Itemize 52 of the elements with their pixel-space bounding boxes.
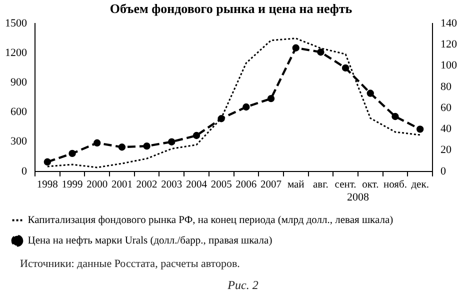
y-tick-label: 0 bbox=[22, 165, 28, 178]
point bbox=[416, 126, 424, 133]
point bbox=[392, 112, 399, 120]
x-tick-label: окт. bbox=[362, 179, 379, 190]
x-tick-label: 2007 bbox=[260, 179, 282, 190]
x-tick-label: 2002 bbox=[136, 179, 158, 190]
point bbox=[267, 94, 275, 102]
point bbox=[366, 90, 374, 97]
y-tick-label: 1500 bbox=[5, 17, 28, 30]
x-tick-label: 2001 bbox=[111, 179, 132, 190]
point bbox=[168, 138, 176, 146]
point bbox=[292, 44, 300, 52]
legend-label: Капитализация фондового рынка РФ, на конец периода (млрд долл., левая шкала) bbox=[28, 215, 394, 226]
point bbox=[192, 132, 200, 140]
x-tick-label: нояб. bbox=[384, 179, 407, 190]
point bbox=[242, 103, 250, 111]
x-tick-label: 1998 bbox=[36, 179, 58, 190]
y2-tick-label: 140 bbox=[440, 17, 458, 30]
point bbox=[94, 139, 101, 146]
y2-tick-label: 100 bbox=[440, 60, 458, 72]
y-tick-label: 1200 bbox=[5, 47, 28, 60]
y2-tick-label: 80 bbox=[440, 80, 452, 93]
y-tick-label: 300 bbox=[10, 136, 28, 148]
x-tick-label: 1999 bbox=[62, 179, 83, 190]
x-tick-label: дек. bbox=[411, 179, 429, 190]
text: Рис. 2 bbox=[226, 278, 260, 293]
y-tick-label: 600 bbox=[10, 106, 28, 118]
point bbox=[143, 142, 150, 150]
y2-tick-label: 40 bbox=[440, 123, 452, 136]
point bbox=[68, 150, 76, 158]
x-tick-label: 2004 bbox=[186, 179, 208, 190]
y2-tick-label: 120 bbox=[440, 38, 458, 51]
point bbox=[218, 115, 225, 122]
y2-tick-label: 20 bbox=[440, 144, 452, 156]
x-tick-label: 2005 bbox=[210, 179, 232, 190]
point bbox=[44, 158, 52, 166]
x-tick-label: 2006 bbox=[236, 179, 257, 190]
text: 2008 bbox=[346, 191, 370, 204]
point bbox=[317, 48, 324, 56]
chart-title: Объем фондового рынка и цена на нефть bbox=[110, 1, 352, 16]
y-tick-label: 900 bbox=[10, 76, 28, 89]
x-tick-label: 2000 bbox=[86, 179, 108, 190]
x-tick-label: сент. bbox=[334, 179, 356, 190]
y2-tick-label: 0 bbox=[440, 165, 446, 178]
x-tick-label: май bbox=[287, 179, 305, 190]
point bbox=[118, 144, 126, 151]
legend-label: Цена на нефть марки Urals (долл./барр., правая шкала) bbox=[28, 236, 273, 246]
text: Источники: данные Росстата, расчеты авторов. bbox=[20, 258, 241, 270]
x-tick-label: авг. bbox=[313, 179, 328, 190]
y2-tick-label: 60 bbox=[440, 102, 452, 114]
x-tick-label: 2003 bbox=[161, 179, 182, 190]
point bbox=[342, 64, 350, 72]
